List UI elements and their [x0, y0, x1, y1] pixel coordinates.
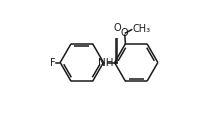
- Text: O: O: [120, 28, 128, 38]
- Text: NH: NH: [98, 58, 114, 68]
- Text: CH₃: CH₃: [133, 24, 151, 34]
- Text: F: F: [50, 58, 56, 68]
- Text: O: O: [113, 23, 121, 33]
